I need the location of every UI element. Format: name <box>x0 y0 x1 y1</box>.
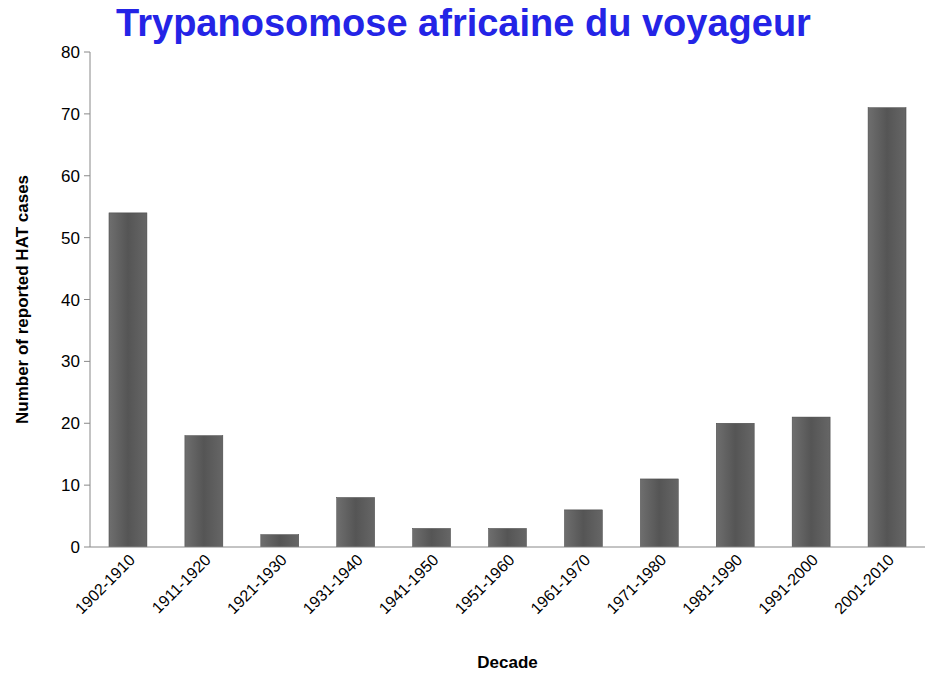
bar <box>261 535 299 547</box>
x-tick-label: 1961-1970 <box>527 551 593 617</box>
x-tick-label: 1981-1990 <box>679 551 745 617</box>
y-tick <box>84 423 90 424</box>
bar <box>640 479 678 547</box>
x-tick-label: 1971-1980 <box>603 551 669 617</box>
x-tick-label: 1951-1960 <box>451 551 517 617</box>
bar <box>792 417 830 547</box>
y-tick <box>84 237 90 238</box>
y-tick <box>84 299 90 300</box>
chart: Trypanosomose africaine du voyageur 0 10 20… <box>0 0 927 678</box>
y-tick-label: 40 <box>61 291 80 310</box>
x-tick-label: 1941-1950 <box>376 551 442 617</box>
x-tick-label: 1902-1910 <box>72 551 138 617</box>
x-tick-label: 2001-2010 <box>831 551 897 617</box>
y-tick <box>84 175 90 176</box>
bar <box>564 510 602 547</box>
y-tick-label: 0 <box>71 538 80 557</box>
bars <box>109 108 906 547</box>
y-tick <box>84 485 90 486</box>
title: Trypanosomose africaine du voyageur <box>116 2 811 44</box>
x-axis <box>90 547 925 548</box>
y-tick-label: 10 <box>61 476 80 495</box>
y-axis-title: Number of reported HAT cases <box>13 175 32 424</box>
x-tick-label: 1991-2000 <box>755 551 821 617</box>
y-tick-label: 20 <box>61 414 80 433</box>
y-axis <box>90 52 91 547</box>
bar <box>868 108 906 547</box>
x-tick-label: 1921-1930 <box>224 551 290 617</box>
y-tick <box>84 113 90 114</box>
y-tick-label: 70 <box>61 105 80 124</box>
y-tick-label: 30 <box>61 352 80 371</box>
bar <box>337 498 375 548</box>
x-axis-title: Decade <box>477 653 537 672</box>
y-tick-label: 80 <box>61 43 80 62</box>
bar <box>716 423 754 547</box>
x-tick-label: 1911-1920 <box>149 551 214 616</box>
y-tick <box>84 52 90 53</box>
x-tick-label: 1931-1940 <box>300 551 366 617</box>
y-tick <box>84 361 90 362</box>
bar <box>185 436 223 547</box>
y-tick-label: 50 <box>61 229 80 248</box>
bar <box>413 528 451 547</box>
y-tick <box>84 547 90 548</box>
bar <box>109 213 147 547</box>
bar <box>489 528 527 547</box>
y-tick-label: 60 <box>61 167 80 186</box>
